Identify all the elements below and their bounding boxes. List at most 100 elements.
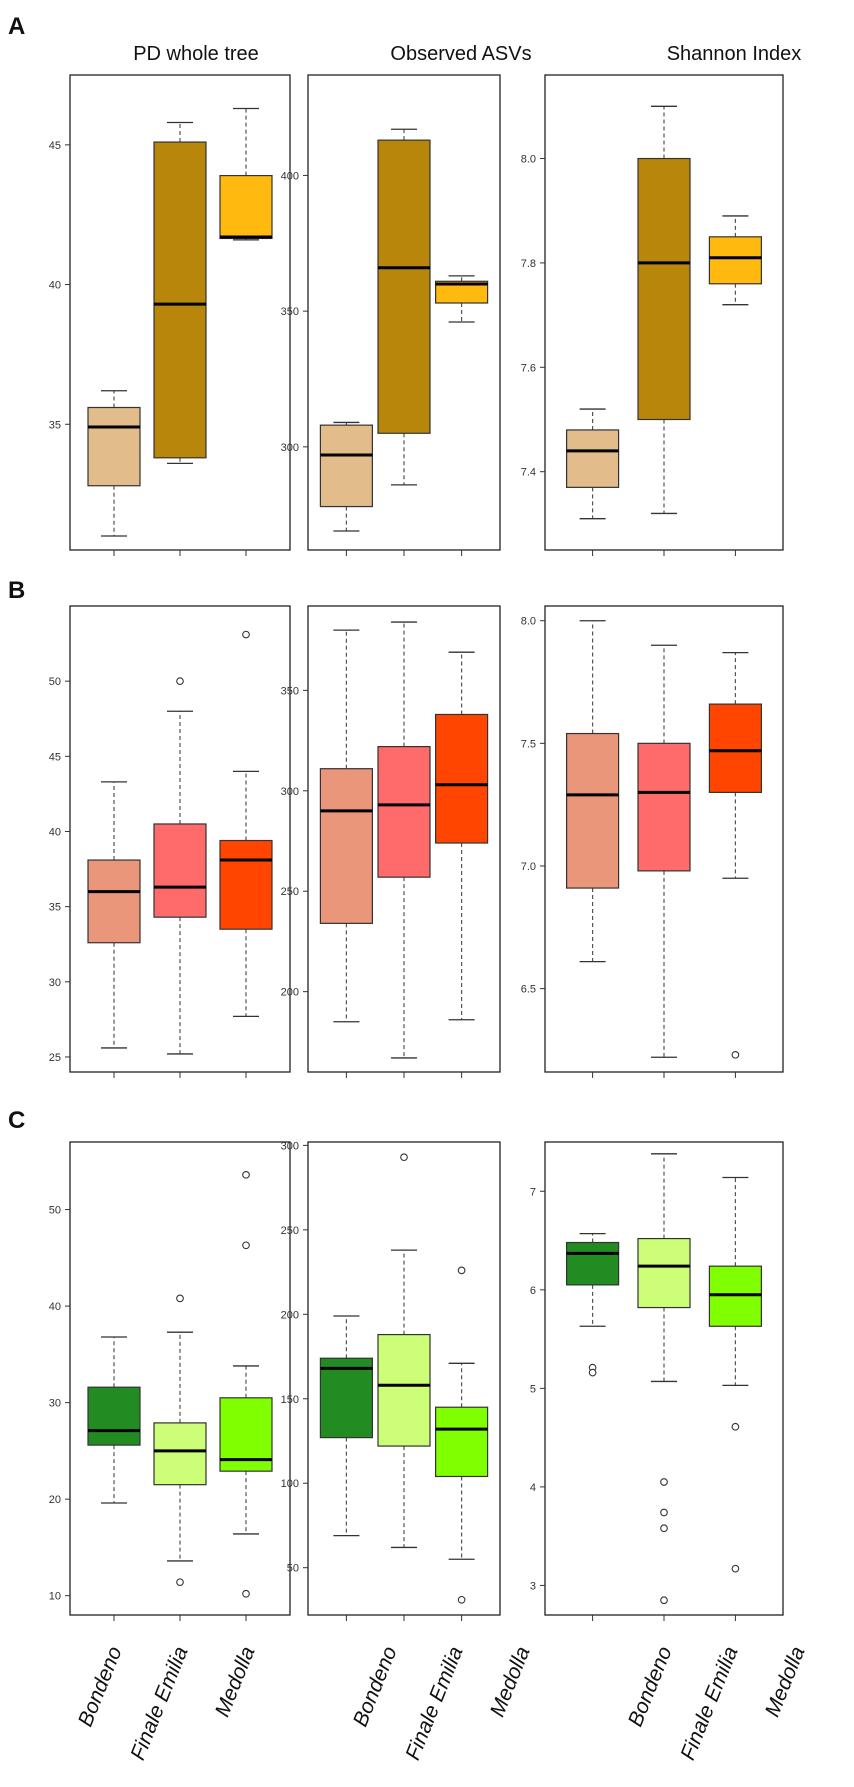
row-a-shannon-index-plot: 7.4 7.6 7.8 8.0 [521, 74, 784, 556]
row-a-observed-asvs-y-tick-label: 300 [281, 442, 299, 454]
row-b-observed-asvs-bondeno-box-group [319, 629, 373, 1023]
row-c-pd-whole-tree-bondeno-box [87, 1386, 141, 1446]
panel-letter-c: C [8, 1107, 25, 1134]
row-a-shannon-index-bondeno-box [565, 429, 620, 488]
category-labels-col-1: Bondeno Finale Emilia Medolla [74, 1643, 260, 1763]
category-label-medolla: Medolla [486, 1643, 535, 1720]
row-c-pd-whole-tree-bondeno-box-group [87, 1336, 141, 1504]
row-a-shannon-index-y-tick-label: 7.4 [521, 467, 536, 479]
row-a-observed-asvs-bondeno-box [319, 424, 373, 508]
row-c-shannon-index-y-tick-label: 5 [530, 1383, 536, 1395]
row-c-shannon-index-y-tick-label: 6 [530, 1285, 536, 1297]
row-b-observed-asvs-finale-emilia-box [377, 746, 431, 878]
row-c-pd-whole-tree-y-tick-label: 20 [49, 1494, 61, 1506]
row-b-observed-asvs-medolla-box [435, 713, 489, 844]
row-a-observed-asvs-medolla-box [435, 280, 489, 304]
category-labels-col-3: Bondeno Finale Emilia Medolla [624, 1643, 810, 1763]
row-b-pd-whole-tree-finale-emilia-box-group [153, 677, 207, 1055]
row-c-observed-asvs-y-tick-label: 250 [281, 1225, 299, 1237]
row-c-observed-asvs-y-tick-label: 50 [287, 1563, 299, 1575]
column-title-shannon-index: Shannon Index [667, 43, 802, 65]
row-c-shannon-index-bondeno-box-group [565, 1232, 620, 1377]
row-c-shannon-index-finale-emilia-box [637, 1237, 691, 1309]
row-b-shannon-index-y-tick-label: 8.0 [521, 616, 536, 628]
row-b-shannon-index-bondeno-box-group [565, 620, 620, 963]
row-b-shannon-index-finale-emilia-box-group [637, 644, 691, 1058]
row-c-shannon-index-medolla-outlier [731, 1564, 740, 1573]
row-a-shannon-index-finale-emilia-box-group [637, 105, 691, 515]
row-c-pd-whole-tree-medolla-outlier [242, 1589, 250, 1598]
row-c-shannon-index-finale-emilia-box-group [637, 1153, 691, 1605]
row-b-pd-whole-tree-y-tick-label: 50 [49, 676, 61, 688]
row-b-observed-asvs-y-tick-label: 200 [281, 987, 299, 999]
row-b-observed-asvs-y-tick-label: 300 [281, 786, 299, 798]
row-c-pd-whole-tree-y-tick-label: 40 [49, 1301, 61, 1313]
row-b-shannon-index-bondeno-box [565, 732, 620, 889]
row-b-pd-whole-tree-y-tick-label: 35 [49, 902, 61, 914]
row-b-pd-whole-tree-medolla-box-group [219, 630, 273, 1018]
row-b-pd-whole-tree-bondeno-box [87, 859, 141, 944]
row-c-observed-asvs-finale-emilia-box [377, 1333, 431, 1447]
row-c-pd-whole-tree-medolla-outlier [242, 1241, 250, 1250]
row-c-shannon-index-finale-emilia-outlier [660, 1508, 668, 1517]
row-a-pd-whole-tree-y-tick-label: 45 [49, 140, 61, 152]
row-a-pd-whole-tree-y-tick-label: 40 [49, 280, 61, 292]
category-label-finale-emilia: Finale Emilia [676, 1643, 742, 1763]
row-c-shannon-index-finale-emilia-outlier [660, 1596, 668, 1605]
row-c-shannon-index-y-tick-label: 3 [530, 1580, 536, 1592]
column-title-pd-whole-tree: PD whole tree [133, 43, 259, 65]
category-label-bondeno: Bondeno [349, 1643, 402, 1730]
row-b-shannon-index-medolla-box-group [708, 651, 763, 1059]
row-b-pd-whole-tree-plot: 25 30 35 40 45 50 [49, 605, 291, 1078]
category-label-finale-emilia: Finale Emilia [126, 1643, 192, 1763]
row-a-pd-whole-tree-medolla-box-group [219, 107, 273, 241]
row-a-shannon-index-bondeno-box-group [565, 408, 620, 520]
row-b-shannon-index-plot: 6.5 7.0 7.5 8.0 [521, 605, 784, 1078]
row-b-observed-asvs-bondeno-box [319, 768, 373, 924]
row-b-pd-whole-tree-y-tick-label: 45 [49, 751, 61, 763]
row-c-observed-asvs-plot: 50 100 150 200 250 300 [281, 1140, 501, 1621]
row-b-pd-whole-tree-finale-emilia-outlier [176, 677, 184, 686]
row-b-pd-whole-tree-bondeno-box-group [87, 781, 141, 1049]
row-c-shannon-index-bondeno-box [565, 1241, 620, 1286]
charts-layer: 3540453003504007.47.67.88.02530354045502… [49, 74, 784, 1621]
row-c-pd-whole-tree-finale-emilia-outlier [176, 1578, 184, 1587]
row-c-observed-asvs-medolla-box [435, 1406, 489, 1478]
row-a-shannon-index-y-tick-label: 7.6 [521, 362, 536, 374]
row-b-observed-asvs-plot: 200 250 300 350 [281, 605, 501, 1078]
category-label-bondeno: Bondeno [74, 1643, 127, 1730]
column-title-observed-asvs: Observed ASVs [390, 43, 531, 65]
row-c-pd-whole-tree-y-tick-label: 30 [49, 1398, 61, 1410]
row-c-pd-whole-tree-medolla-outlier [242, 1170, 250, 1179]
row-a-observed-asvs-finale-emilia-box [377, 139, 431, 434]
row-c-pd-whole-tree-finale-emilia-box [153, 1422, 207, 1486]
row-c-observed-asvs-y-tick-label: 200 [281, 1309, 299, 1321]
row-b-pd-whole-tree-medolla-box [219, 839, 273, 930]
row-b-observed-asvs-finale-emilia-box-group [377, 621, 431, 1059]
row-a-pd-whole-tree-plot: 35 40 45 [49, 74, 291, 556]
row-a-observed-asvs-y-tick-label: 350 [281, 306, 299, 318]
row-a-observed-asvs-finale-emilia-box-group [377, 128, 431, 486]
row-c-observed-asvs-bondeno-box-group [319, 1315, 373, 1537]
row-c-pd-whole-tree-medolla-box-group [219, 1170, 273, 1598]
row-b-pd-whole-tree-y-tick-label: 25 [49, 1052, 61, 1064]
row-c-observed-asvs-finale-emilia-box-group [377, 1153, 431, 1549]
row-c-shannon-index-medolla-outlier [731, 1422, 740, 1431]
row-c-observed-asvs-y-tick-label: 100 [281, 1478, 299, 1490]
row-b-pd-whole-tree-y-tick-label: 30 [49, 977, 61, 989]
row-b-pd-whole-tree-medolla-outlier [242, 630, 250, 639]
row-b-shannon-index-y-tick-label: 7.0 [521, 861, 536, 873]
row-c-shannon-index-plot: 3 4 5 6 7 [530, 1141, 784, 1621]
row-b-observed-asvs-y-tick-label: 350 [281, 685, 299, 697]
row-a-observed-asvs-bondeno-box-group [319, 421, 373, 532]
row-a-observed-asvs-medolla-box-group [435, 275, 489, 323]
row-b-shannon-index-y-tick-label: 7.5 [521, 738, 536, 750]
row-b-observed-asvs-y-tick-label: 250 [281, 886, 299, 898]
row-a-pd-whole-tree-finale-emilia-box [153, 141, 207, 459]
row-a-shannon-index-y-tick-label: 8.0 [521, 154, 536, 166]
row-a-pd-whole-tree-bondeno-box [87, 406, 141, 487]
category-label-finale-emilia: Finale Emilia [401, 1643, 467, 1763]
row-c-pd-whole-tree-finale-emilia-outlier [176, 1294, 184, 1303]
row-a-shannon-index-y-tick-label: 7.8 [521, 258, 536, 270]
row-b-observed-asvs-medolla-box-group [435, 651, 489, 1021]
